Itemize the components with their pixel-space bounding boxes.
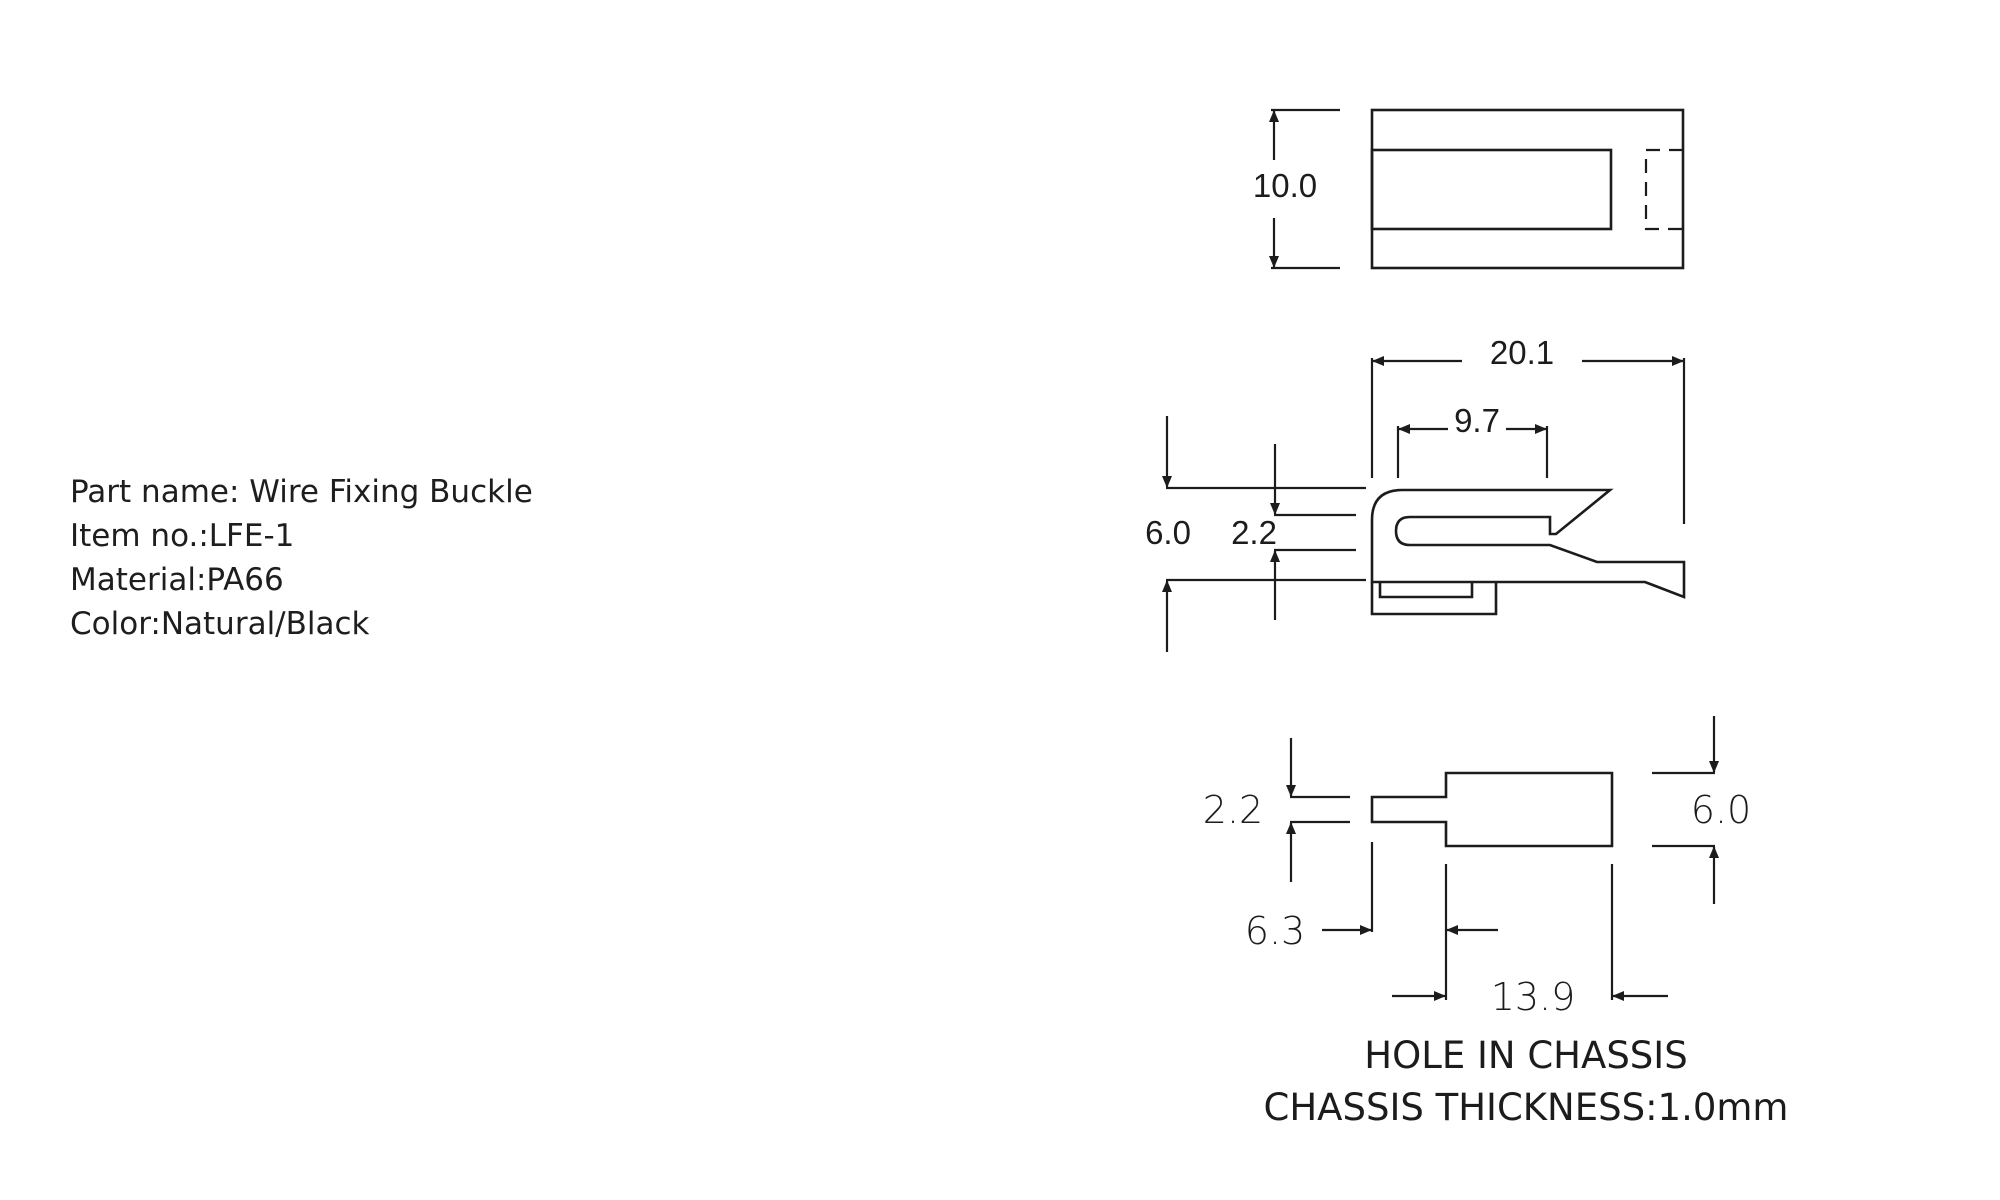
hole-small-height-label: 2.2 — [1203, 788, 1263, 832]
top-view-hidden-tab — [1644, 148, 1683, 231]
color-text: Color:Natural/Black — [70, 606, 370, 642]
item-number-text: Item no.:LFE-1 — [70, 518, 295, 554]
part-name-text: Part name: Wire Fixing Buckle — [70, 474, 533, 510]
side-view: 20.1 9.7 6.0 2.2 — [1145, 334, 1686, 652]
side-gap-label: 2.2 — [1231, 514, 1277, 551]
side-slot-label: 9.7 — [1454, 402, 1500, 439]
material-text: Material:PA66 — [70, 562, 284, 598]
side-view-base-tab — [1370, 582, 1498, 616]
side-length-label: 20.1 — [1490, 334, 1554, 371]
top-view: 10.0 — [1253, 108, 1685, 270]
thickness-note: CHASSIS THICKNESS:1.0mm — [1264, 1086, 1789, 1129]
top-height-label: 10.0 — [1253, 167, 1317, 204]
hole-total-width-label: 13.9 — [1491, 975, 1576, 1019]
top-view-outline — [1370, 108, 1685, 270]
spec-block: Part name: Wire Fixing Buckle Item no.:L… — [70, 470, 533, 646]
hole-outline — [1370, 771, 1614, 848]
side-view-hook-profile — [1370, 488, 1686, 599]
hole-large-height-label: 6.0 — [1691, 788, 1751, 832]
hole-small-width-label: 6.3 — [1245, 909, 1305, 953]
side-height-label: 6.0 — [1145, 514, 1191, 551]
hole-view: 2.2 6.0 6.3 13.9 HOLE IN CHASSIS CHASSIS… — [1203, 716, 1789, 1129]
hole-note: HOLE IN CHASSIS — [1364, 1034, 1687, 1077]
top-view-slot — [1370, 148, 1613, 231]
